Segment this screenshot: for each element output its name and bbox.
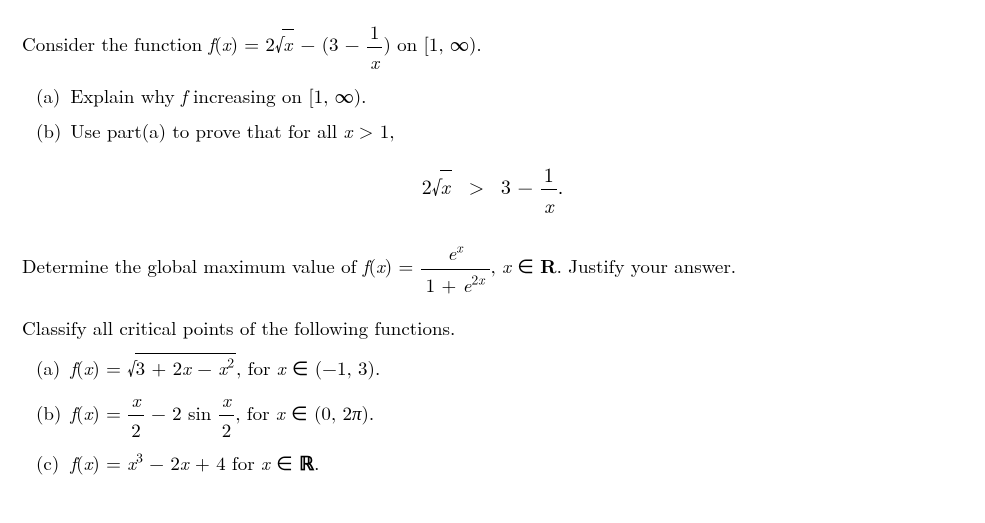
q1-stem-post: on [1, ∞). xyxy=(391,30,482,57)
q3-c-label: (c) xyxy=(36,449,64,478)
q3-part-c: (c) f(x) = x3 − 2x + 4 for x ∈ ℝ. xyxy=(36,448,963,478)
q3-a-label: (a) xyxy=(36,354,64,383)
q2-stem: Determine the global maximum value of f(… xyxy=(22,238,963,300)
q1-a-text: Explain why f increasing on [1, ∞). xyxy=(70,82,366,109)
q3-c-text: f(x) = x3 − 2x + 4 for x ∈ ℝ. xyxy=(70,449,319,476)
q1-parts: (a) Explain why f increasing on [1, ∞). … xyxy=(22,82,963,145)
q1-a-label: (a) xyxy=(36,82,64,111)
q1-stem-pre: Consider the function xyxy=(22,30,209,57)
q2-pre: Determine the global maximum value of xyxy=(22,252,363,279)
q1-part-b: (b) Use part(a) to prove that for all x … xyxy=(36,117,963,146)
q3-a-text: f(x) = √3 + 2x − x2, for x ∈ (−1, 3). xyxy=(70,354,380,381)
q1-b-text: Use part(a) to prove that for all x > 1, xyxy=(70,117,394,144)
q1-display: 2√x > 3 − 1x. xyxy=(22,159,963,220)
q2-post: , x ∈ R. Justify your answer. xyxy=(491,252,737,279)
q3-stem: Classify all critical points of the foll… xyxy=(22,314,963,343)
q1-b-label: (b) xyxy=(36,117,64,146)
q2-math: f(x) = ex1 + e2x xyxy=(363,252,491,279)
q3-b-label: (b) xyxy=(36,399,64,428)
q3-parts: (a) f(x) = √3 + 2x − x2, for x ∈ (−1, 3)… xyxy=(22,353,963,478)
q3-part-a: (a) f(x) = √3 + 2x − x2, for x ∈ (−1, 3)… xyxy=(36,353,963,383)
q1-stem-math: f(x) = 2√x − (3 − 1x) xyxy=(209,30,391,57)
q1-part-a: (a) Explain why f increasing on [1, ∞). xyxy=(36,82,963,111)
q3-b-text: f(x) = x2 − 2 sin x2, for x ∈ (0, 2π). xyxy=(70,399,374,426)
q3-part-b: (b) f(x) = x2 − 2 sin x2, for x ∈ (0, 2π… xyxy=(36,386,963,444)
q1-stem: Consider the function f(x) = 2√x − (3 − … xyxy=(22,18,963,76)
